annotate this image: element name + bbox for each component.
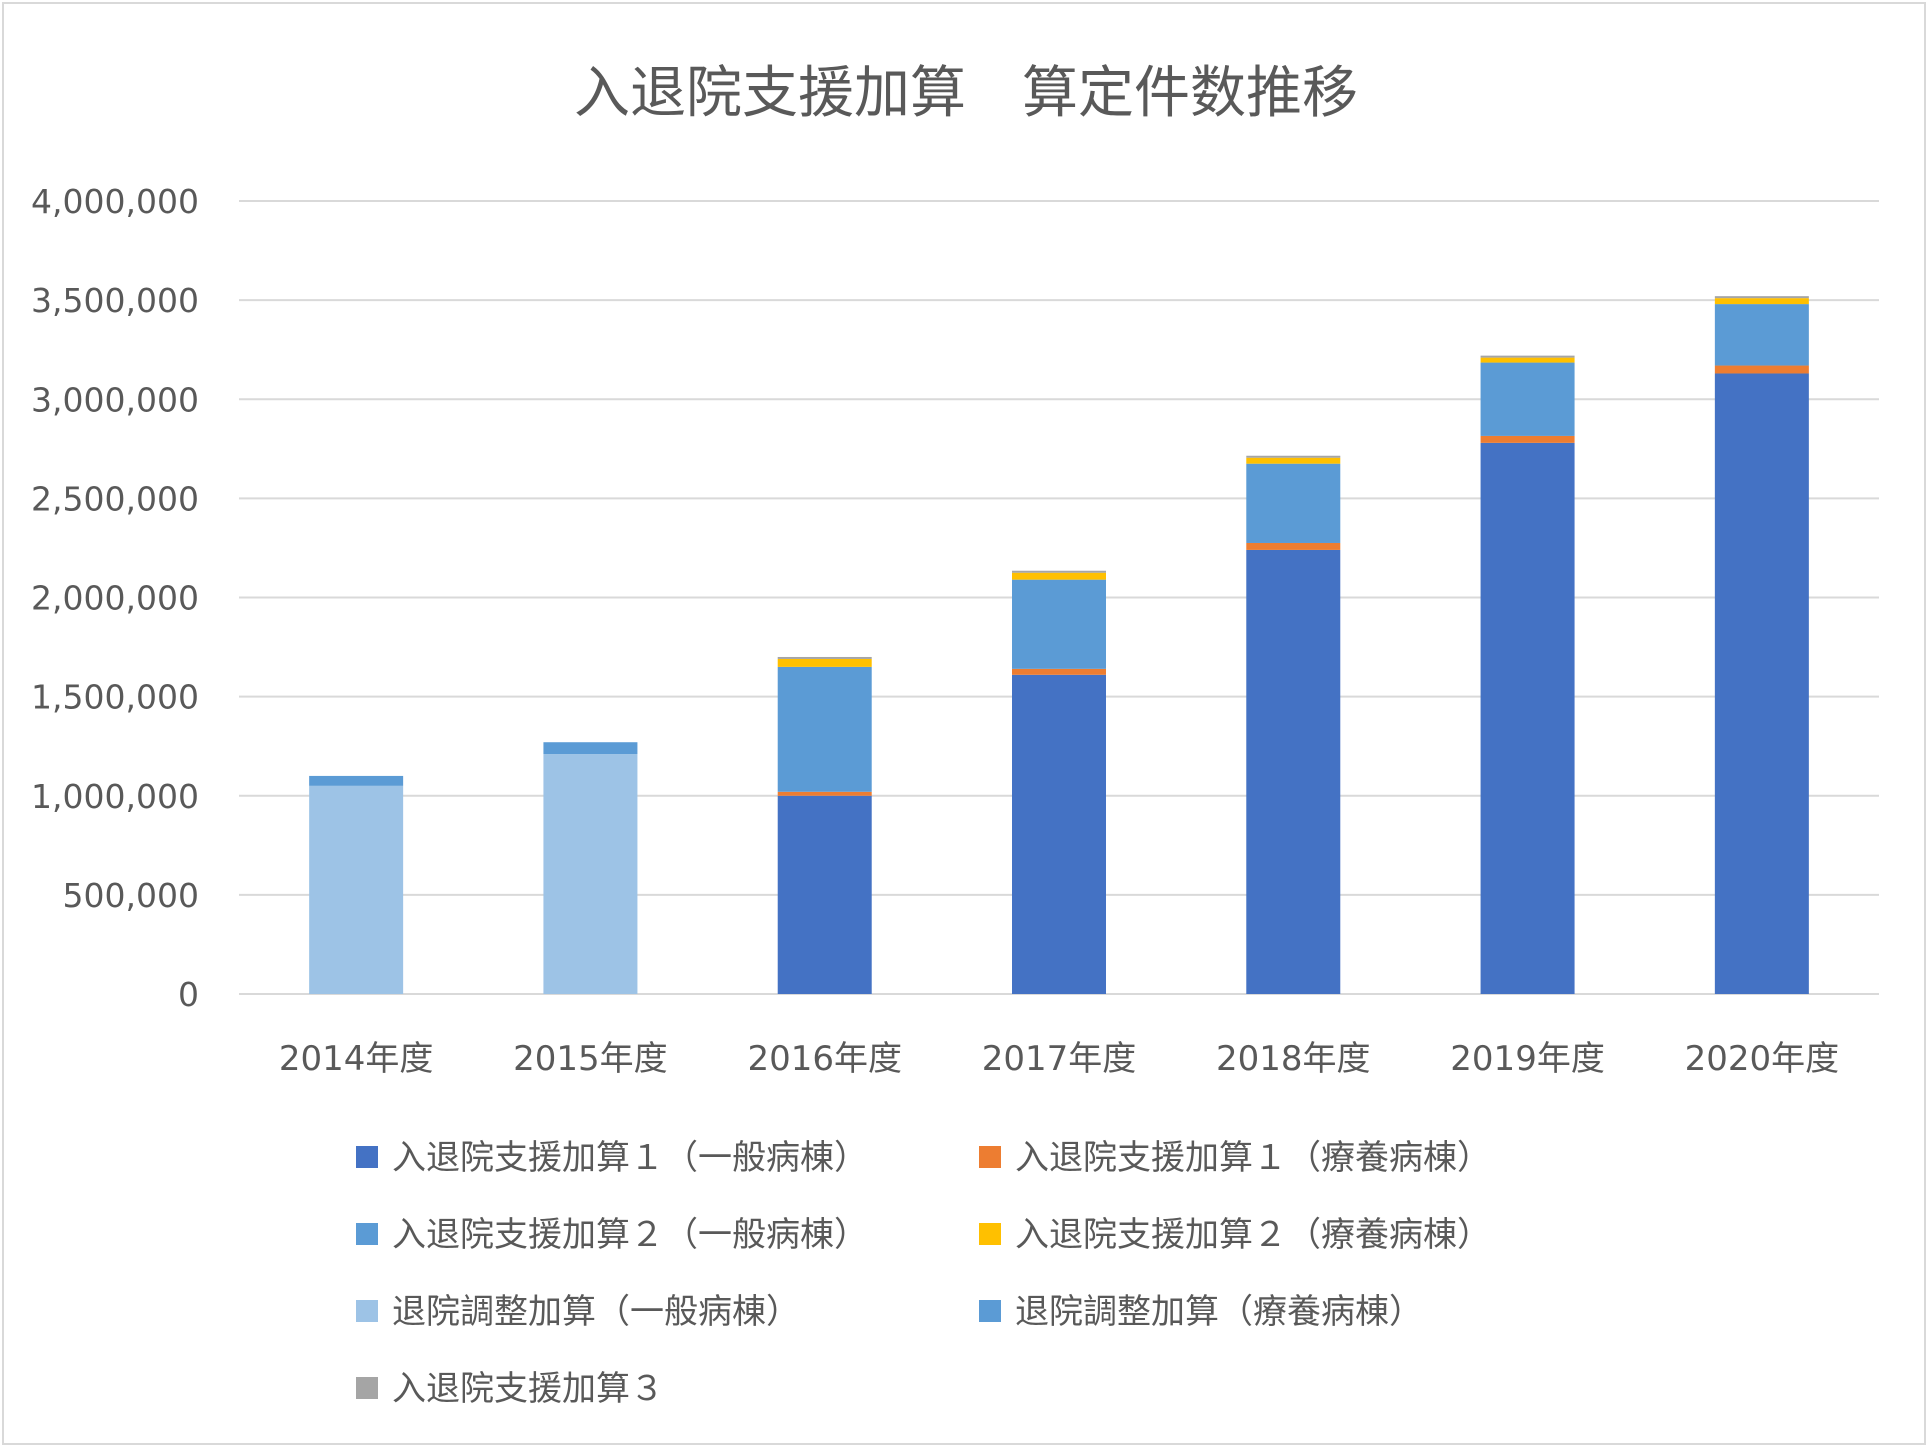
bar-segment <box>1012 668 1106 675</box>
bar-segment <box>1714 296 1809 299</box>
legend-item: 入退院支援加算１（一般病棟） <box>356 1138 868 1178</box>
y-tick-label: 2,000,000 <box>31 579 199 618</box>
legend-label: 入退院支援加算２（療養病棟） <box>1015 1215 1491 1255</box>
bar-segment <box>1246 542 1341 550</box>
bar-segment <box>1480 435 1575 443</box>
bar-segment <box>1480 355 1575 358</box>
bar-segment <box>1246 455 1341 458</box>
bar-segment <box>1012 674 1106 994</box>
bar-segment <box>1714 304 1809 366</box>
legend-item: 入退院支援加算１（療養病棟） <box>979 1138 1491 1178</box>
y-tick-label: 0 <box>178 975 199 1014</box>
legend-label: 入退院支援加算２（一般病棟） <box>392 1215 868 1255</box>
legend-swatch <box>979 1146 1001 1168</box>
x-tick-label: 2015年度 <box>513 1039 668 1079</box>
bar-segment <box>1246 463 1341 543</box>
bar-segment <box>543 754 638 994</box>
bar-segment <box>309 785 404 994</box>
y-tick-label: 4,000,000 <box>31 182 199 221</box>
bar-segment <box>1480 357 1575 363</box>
x-axis-tick-labels: 2014年度 2015年度 2016年度 2017年度 2018年度 2019年度 2020… <box>279 1039 1839 1079</box>
bar-segment <box>1012 579 1106 669</box>
bar-segment <box>1480 442 1575 994</box>
bar-segment <box>1714 373 1809 994</box>
legend-swatch <box>356 1300 378 1322</box>
x-tick-label: 2017年度 <box>982 1039 1137 1079</box>
bar-segment <box>1714 298 1809 305</box>
bar-segment <box>777 658 872 667</box>
legend-item: 退院調整加算（一般病棟） <box>356 1292 800 1332</box>
y-tick-label: 3,000,000 <box>31 380 199 419</box>
legend-label: 退院調整加算（一般病棟） <box>392 1292 800 1332</box>
x-tick-label: 2018年度 <box>1216 1039 1371 1079</box>
bar-segment <box>777 656 872 659</box>
bar-segment <box>1012 572 1106 580</box>
x-tick-label: 2014年度 <box>279 1039 434 1079</box>
y-tick-label: 1,500,000 <box>31 678 199 717</box>
bar-segment <box>543 742 638 755</box>
x-tick-label: 2016年度 <box>747 1039 902 1079</box>
legend-label: 入退院支援加算１（一般病棟） <box>392 1138 868 1178</box>
y-tick-label: 500,000 <box>63 876 199 915</box>
x-tick-label: 2019年度 <box>1450 1039 1605 1079</box>
legend-label: 入退院支援加算１（療養病棟） <box>1015 1138 1491 1178</box>
legend-item: 入退院支援加算３ <box>356 1369 664 1409</box>
bar-segment <box>309 775 404 786</box>
legend-label: 退院調整加算（療養病棟） <box>1015 1292 1423 1332</box>
bars <box>309 296 1809 994</box>
legend-item: 入退院支援加算２（一般病棟） <box>356 1215 868 1255</box>
y-tick-label: 1,000,000 <box>31 777 199 816</box>
y-axis-tick-labels: 0 500,000 1,000,000 1,500,000 2,000,000 2,500… <box>31 182 199 1014</box>
legend-item: 入退院支援加算２（療養病棟） <box>979 1215 1491 1255</box>
legend-swatch <box>356 1223 378 1245</box>
chart-title: 入退院支援加算 算定件数推移 <box>574 61 1358 126</box>
legend-swatch <box>979 1223 1001 1245</box>
legend-swatch <box>356 1377 378 1399</box>
legend-swatch <box>356 1146 378 1168</box>
bar-segment <box>1714 365 1809 374</box>
x-tick-label: 2020年度 <box>1685 1039 1840 1079</box>
legend-label: 入退院支援加算３ <box>392 1369 664 1409</box>
legend-item: 退院調整加算（療養病棟） <box>979 1292 1423 1332</box>
legend-swatch <box>979 1300 1001 1322</box>
bar-segment <box>1246 549 1341 994</box>
legend: 入退院支援加算１（一般病棟） 入退院支援加算１（療養病棟） 入退院支援加算２（一般病… <box>356 1138 1491 1409</box>
stacked-bar-chart: 入退院支援加算 算定件数推移 0 500,000 1,000,000 1,500,00… <box>31 61 1879 1409</box>
bar-segment <box>1480 362 1575 436</box>
bar-segment <box>1246 457 1341 464</box>
bar-segment <box>1012 570 1106 573</box>
y-tick-label: 3,500,000 <box>31 281 199 320</box>
y-tick-label: 2,500,000 <box>31 479 199 518</box>
bar-segment <box>777 795 872 994</box>
bar-segment <box>777 791 872 796</box>
bar-segment <box>777 666 872 792</box>
